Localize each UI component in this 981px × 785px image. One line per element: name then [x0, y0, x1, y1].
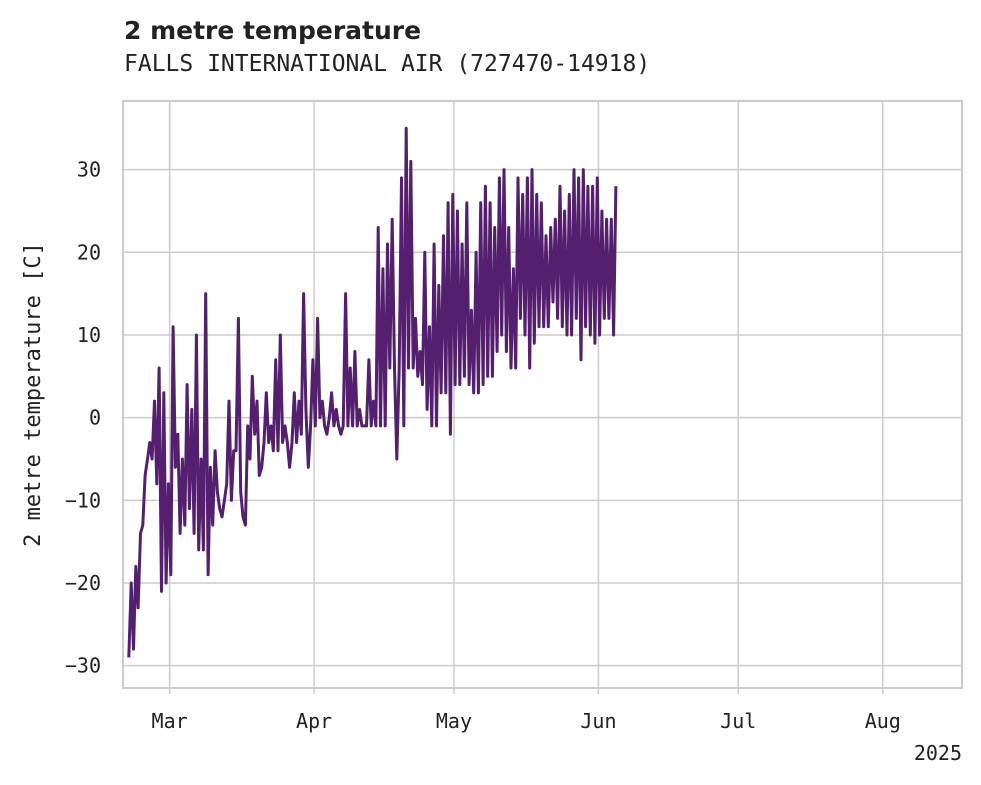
y-tick-label: 0 [89, 406, 101, 430]
x-tick-label: Jun [580, 709, 616, 733]
x-tick-label: May [436, 709, 472, 733]
x-tick-label: Mar [152, 709, 188, 733]
y-axis-label: 2 metre temperature [C] [21, 242, 46, 547]
y-tick-label: −10 [65, 488, 101, 512]
grid-lines [123, 101, 962, 694]
chart-subtitle: FALLS INTERNATIONAL AIR (727470-14918) [124, 51, 651, 77]
x-tick-label: Aug [865, 709, 901, 733]
y-tick-label: −30 [65, 654, 101, 678]
tick-labels: −30 −20 −10 0 10 20 30 Mar Apr May Jun Jul Aug [65, 158, 901, 733]
y-tick-label: 30 [77, 158, 101, 182]
y-tick-label: 10 [77, 323, 101, 347]
x-tick-label: Jul [720, 709, 756, 733]
x-tick-label: Apr [296, 709, 332, 733]
temperature-series-line [127, 126, 618, 658]
x-axis-offset-label: 2025 [914, 741, 962, 765]
plot-frame [122, 100, 963, 689]
chart-title: 2 metre temperature [124, 16, 422, 45]
y-tick-label: 20 [77, 240, 101, 264]
y-tick-label: −20 [65, 571, 101, 595]
series-layer [127, 126, 618, 658]
